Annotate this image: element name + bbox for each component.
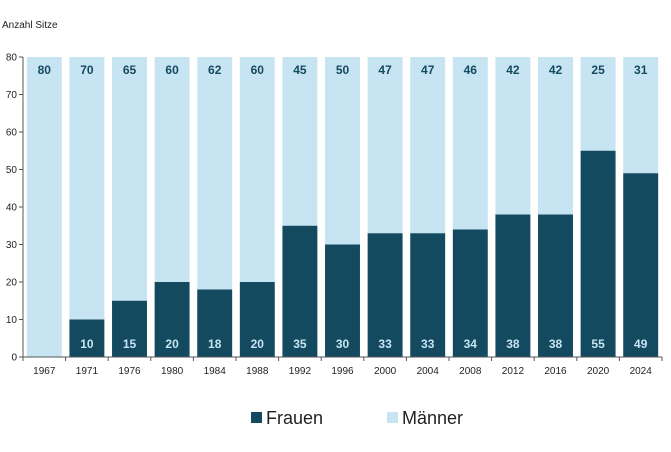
legend-swatch-maenner (387, 412, 398, 423)
x-tick-label-1992: 1992 (289, 366, 312, 377)
bar-frauen-2020 (580, 150, 616, 357)
data-label-maenner-1992: 45 (293, 63, 307, 77)
data-label-maenner-1976: 65 (123, 63, 137, 77)
data-label-frauen-1996: 30 (336, 337, 350, 351)
data-label-frauen-2004: 33 (421, 337, 435, 351)
data-label-frauen-2008: 34 (464, 337, 478, 351)
legend-label-frauen: Frauen (266, 408, 323, 428)
data-label-frauen-1976: 15 (123, 337, 137, 351)
legend-label-maenner: Männer (402, 408, 463, 428)
bar-maenner-2020 (580, 57, 616, 151)
data-label-frauen-2012: 38 (506, 337, 520, 351)
bar-frauen-2008 (452, 229, 488, 357)
x-tick-label-1980: 1980 (161, 366, 184, 377)
y-tick-label: 20 (6, 278, 18, 289)
data-label-maenner-1971: 70 (80, 63, 94, 77)
data-label-frauen-1992: 35 (293, 337, 307, 351)
data-label-frauen-2016: 38 (549, 337, 563, 351)
bar-maenner-1996 (325, 57, 360, 245)
x-tick-label-2008: 2008 (459, 366, 482, 377)
bar-maenner-2000 (367, 57, 403, 234)
bar-maenner-2012 (495, 57, 531, 215)
bar-maenner-1971 (69, 57, 105, 320)
bar-maenner-2004 (410, 57, 446, 234)
bar-maenner-1984 (197, 57, 233, 290)
data-label-frauen-2000: 33 (378, 337, 392, 351)
y-tick-label: 80 (6, 53, 18, 64)
data-label-maenner-1996: 50 (336, 63, 350, 77)
data-label-maenner-2000: 47 (378, 63, 392, 77)
x-axis: 1967 1971 1976 1980 1984 1988 1992 1996 2000 2004… (22, 356, 663, 377)
bar-frauen-1984 (197, 289, 233, 357)
data-label-frauen-1971: 10 (80, 337, 94, 351)
data-label-maenner-1988: 60 (251, 63, 265, 77)
x-tick-label-2012: 2012 (502, 366, 525, 377)
bar-maenner-1992 (282, 57, 318, 226)
y-tick-label: 40 (6, 203, 18, 214)
y-tick-label: 70 (6, 90, 18, 101)
data-label-frauen-1988: 20 (251, 337, 265, 351)
data-label-maenner-1980: 60 (165, 63, 179, 77)
data-label-frauen-1984: 18 (208, 337, 222, 351)
bar-frauen-1996 (325, 244, 360, 357)
x-tick-label-1971: 1971 (76, 366, 99, 377)
x-tick-label-2016: 2016 (544, 366, 567, 377)
bar-maenner-1988 (239, 57, 275, 282)
x-tick-label-2020: 2020 (587, 366, 610, 377)
x-tick-label-1984: 1984 (204, 366, 227, 377)
data-label-frauen-2020: 55 (591, 337, 605, 351)
data-label-maenner-2008: 46 (464, 63, 478, 77)
bar-maenner-2024 (623, 57, 659, 174)
data-label-maenner-1967: 80 (38, 63, 52, 77)
legend: Frauen Männer (251, 408, 463, 428)
bars-group: 80 70 10 65 15 60 20 62 18 60 20 45 35 50 30 47 33 47 33 46… (26, 57, 659, 357)
bar-frauen-2024 (623, 173, 659, 357)
bar-frauen-1976 (112, 300, 147, 357)
y-axis-title: Anzahl Sitze (2, 20, 58, 31)
x-tick-label-1996: 1996 (331, 366, 354, 377)
y-tick-label: 60 (6, 128, 18, 139)
y-tick-label: 0 (11, 353, 17, 364)
bar-maenner-1980 (154, 57, 190, 282)
bar-maenner-2008 (452, 57, 488, 230)
x-tick-label-1976: 1976 (118, 366, 141, 377)
bar-frauen-1988 (239, 282, 275, 357)
data-label-maenner-2020: 25 (591, 63, 605, 77)
bar-frauen-1992 (282, 225, 318, 357)
bar-maenner-1967 (26, 57, 62, 357)
bar-maenner-1976 (112, 57, 147, 301)
data-label-frauen-1980: 20 (165, 337, 179, 351)
bar-frauen-2016 (538, 214, 573, 357)
data-label-maenner-1984: 62 (208, 63, 222, 77)
legend-swatch-frauen (251, 412, 262, 423)
y-tick-label: 30 (6, 240, 18, 251)
data-label-maenner-2012: 42 (506, 63, 520, 77)
bar-frauen-1980 (154, 282, 190, 357)
x-tick-label-2024: 2024 (630, 366, 653, 377)
data-label-maenner-2016: 42 (549, 63, 563, 77)
y-axis: 0 10 20 30 40 50 60 70 80 (6, 53, 24, 364)
y-tick-label: 50 (6, 165, 18, 176)
x-tick-label-1988: 1988 (246, 366, 269, 377)
bar-frauen-2012 (495, 214, 531, 357)
x-tick-label-1967: 1967 (33, 366, 56, 377)
bar-frauen-2004 (410, 233, 446, 357)
bar-frauen-1971 (69, 319, 105, 357)
data-label-frauen-2024: 49 (634, 337, 648, 351)
x-tick-label-2004: 2004 (417, 366, 440, 377)
x-tick-label-2000: 2000 (374, 366, 397, 377)
data-label-maenner-2004: 47 (421, 63, 435, 77)
bar-frauen-2000 (367, 233, 403, 357)
bar-maenner-2016 (538, 57, 573, 215)
data-label-maenner-2024: 31 (634, 63, 648, 77)
y-tick-label: 10 (6, 315, 18, 326)
